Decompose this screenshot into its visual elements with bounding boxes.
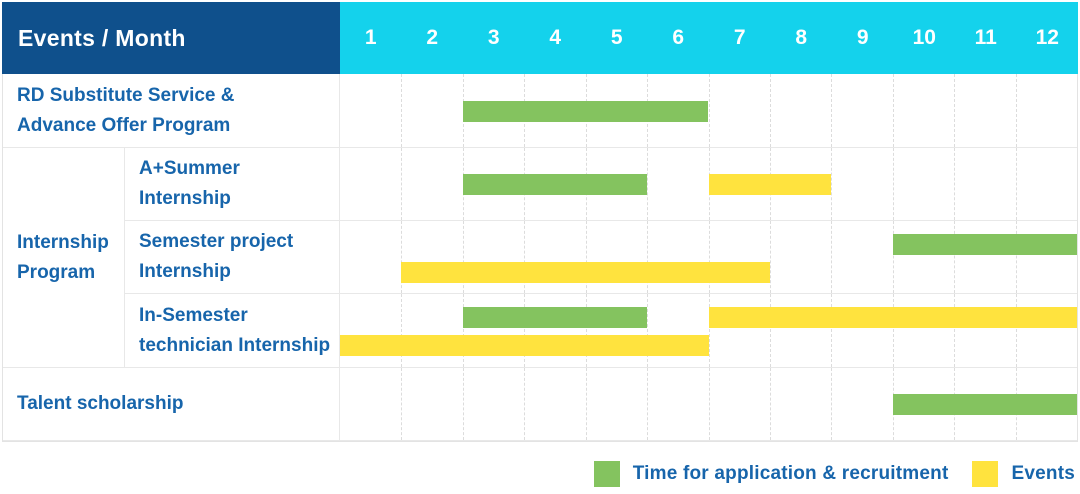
month-header-cell: 3 xyxy=(487,26,500,49)
month-gridline xyxy=(1015,148,1017,220)
gantt-bar-green xyxy=(462,100,709,122)
month-header-row: 1 2 3 4 5 6 7 8 9 10 11 12 xyxy=(340,2,1078,74)
month-gridline xyxy=(769,74,771,147)
month-gridline xyxy=(585,294,587,367)
month-gridline xyxy=(708,221,710,293)
month-gridline xyxy=(831,74,833,147)
month-gridline xyxy=(954,294,956,367)
month-gridline xyxy=(585,368,587,440)
month-gridline xyxy=(954,221,956,293)
legend-item-events: Events xyxy=(972,461,1075,487)
month-header-cell: 10 xyxy=(912,26,936,49)
month-header-cell: 2 xyxy=(426,26,439,49)
group-label-internship-program: Internship Program xyxy=(3,148,125,368)
month-gridline xyxy=(769,221,771,293)
gantt-bar-yellow xyxy=(708,174,832,195)
gantt-bar-yellow xyxy=(708,307,1077,328)
month-gridline xyxy=(647,221,649,293)
row-timeline-semester-project-internship xyxy=(340,221,1077,294)
gantt-bar-yellow xyxy=(401,262,770,283)
month-gridline xyxy=(1015,74,1017,147)
month-header-cell: 7 xyxy=(733,26,746,49)
gantt-bar-yellow xyxy=(340,335,709,356)
legend-label-events: Events xyxy=(1011,463,1075,484)
month-header-cell: 5 xyxy=(610,26,623,49)
legend-label-application: Time for application & recruitment xyxy=(632,463,949,484)
month-gridline xyxy=(524,294,526,367)
month-header-cell: 1 xyxy=(364,26,377,49)
month-gridline xyxy=(769,294,771,367)
row-label-semester-project-internship: Semester project Internship xyxy=(125,221,340,294)
legend: Time for application & recruitment Event… xyxy=(593,460,1075,488)
row-timeline-rd-substitute-service xyxy=(340,74,1077,148)
month-gridline xyxy=(524,368,526,440)
month-gridline xyxy=(892,294,894,367)
gantt-bar-green xyxy=(462,174,648,195)
month-gridline xyxy=(1015,294,1017,367)
month-header-cell: 9 xyxy=(856,26,869,49)
row-label-talent-scholarship: Talent scholarship xyxy=(3,368,340,441)
month-gridline xyxy=(462,368,464,440)
corner-header-label: Events / Month xyxy=(18,24,186,51)
month-gridline xyxy=(401,148,403,220)
month-gridline xyxy=(585,221,587,293)
legend-item-application: Time for application & recruitment xyxy=(593,461,949,487)
month-gridline xyxy=(401,74,403,147)
table-body: RD Substitute Service & Advance Offer Pr… xyxy=(2,74,1078,442)
gantt-bar-green xyxy=(892,234,1077,255)
month-gridline xyxy=(647,294,649,367)
schedule-table: Events / Month 1 2 3 4 5 6 7 8 9 10 11 12 RD Substi… xyxy=(2,2,1078,442)
month-gridline xyxy=(462,221,464,293)
month-header-cell: 11 xyxy=(974,26,997,49)
row-timeline-in-semester-technician-internship xyxy=(340,294,1077,368)
month-gridline xyxy=(647,148,649,220)
month-gridline xyxy=(831,221,833,293)
gantt-bar-green xyxy=(892,394,1077,415)
month-gridline xyxy=(892,74,894,147)
month-gridline xyxy=(1015,221,1017,293)
row-label-rd-substitute-service: RD Substitute Service & Advance Offer Pr… xyxy=(3,74,340,148)
month-gridline xyxy=(954,74,956,147)
month-header-cell: 8 xyxy=(795,26,808,49)
month-gridline xyxy=(892,148,894,220)
month-gridline xyxy=(954,148,956,220)
month-gridline xyxy=(462,294,464,367)
month-gridline xyxy=(401,294,403,367)
corner-header-cell: Events / Month xyxy=(2,2,340,74)
month-gridline xyxy=(708,74,710,147)
month-header-cell: 12 xyxy=(1035,26,1059,49)
month-gridline xyxy=(524,221,526,293)
gantt-bar-green xyxy=(462,307,648,328)
month-gridline xyxy=(401,368,403,440)
month-gridline xyxy=(708,294,710,367)
row-timeline-a-plus-summer-internship xyxy=(340,148,1077,221)
row-timeline-talent-scholarship xyxy=(340,368,1077,441)
month-header-cell: 4 xyxy=(549,26,562,49)
month-gridline xyxy=(708,368,710,440)
table-header-row: Events / Month 1 2 3 4 5 6 7 8 9 10 11 12 xyxy=(2,2,1078,74)
month-gridline xyxy=(769,368,771,440)
month-gridline xyxy=(831,294,833,367)
month-header-cell: 6 xyxy=(672,26,685,49)
row-label-a-plus-summer-internship: A+Summer Internship xyxy=(125,148,340,221)
month-gridline xyxy=(647,368,649,440)
month-gridline xyxy=(831,368,833,440)
legend-swatch-events-yellow xyxy=(972,461,999,487)
month-gridline xyxy=(401,221,403,293)
row-label-in-semester-technician-internship: In-Semester technician Internship xyxy=(125,294,340,368)
month-gridline xyxy=(892,221,894,293)
month-gridline xyxy=(831,148,833,220)
legend-swatch-application-green xyxy=(593,461,620,487)
